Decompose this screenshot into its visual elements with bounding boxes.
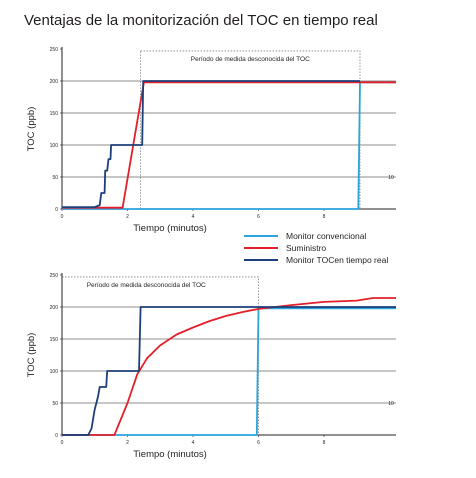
chart-2: Período de medida desconocida del TOC 0 50… xyxy=(26,273,396,460)
legend-swatch-suministro xyxy=(244,247,278,249)
x-tick-label-6: 6 xyxy=(257,440,260,446)
annotation-label: Período de medida desconocida del TOC xyxy=(191,56,310,63)
y-tick-label-100: 100 xyxy=(50,143,59,149)
y-tick-label-50: 50 xyxy=(52,401,58,407)
unknown-period-box xyxy=(140,50,361,210)
y-tick-label-0: 0 xyxy=(55,207,58,213)
x-tick-label-8: 8 xyxy=(323,214,326,220)
right-tick-label: 10 xyxy=(388,175,394,181)
y-tick-label-100: 100 xyxy=(50,369,59,375)
legend: Monitor convencional Suministro Monitor … xyxy=(244,230,388,266)
x-tick-label-0: 0 xyxy=(61,440,64,446)
chart-1: Período de medida desconocida del TOC 0 50… xyxy=(26,47,396,234)
legend-item-monitor-convencional: Monitor convencional xyxy=(244,230,388,242)
x-tick-label-8: 8 xyxy=(323,440,326,446)
page-title: Ventajas de la monitorización del TOC en… xyxy=(24,12,378,29)
x-tick-label-2: 2 xyxy=(126,440,129,446)
y-tick-label-150: 150 xyxy=(50,337,59,343)
y-tick-label-150: 150 xyxy=(50,111,59,117)
y-tick-label-200: 200 xyxy=(50,305,59,311)
legend-label-monitor-toc-tiempo-real: Monitor TOCen tiempo real xyxy=(286,255,389,265)
legend-item-monitor-toc-tiempo-real: Monitor TOCen tiempo real xyxy=(244,254,388,266)
y-axis-label: TOC (ppb) xyxy=(26,333,37,378)
x-tick-label-4: 4 xyxy=(192,214,195,220)
annotation-label: Período de medida desconocida del TOC xyxy=(87,282,206,289)
x-tick-label-4: 4 xyxy=(192,440,195,446)
legend-label-monitor-convencional: Monitor convencional xyxy=(286,231,367,241)
x-tick-label-2: 2 xyxy=(126,214,129,220)
legend-swatch-monitor-toc-tiempo-real xyxy=(244,259,278,261)
y-tick-label-200: 200 xyxy=(50,79,59,85)
series-line-monitor-tocen-tiempo-real xyxy=(62,306,396,436)
series-line-suministro xyxy=(62,297,396,436)
y-tick-label-50: 50 xyxy=(52,175,58,181)
x-tick-label-0: 0 xyxy=(61,214,64,220)
y-tick-label-250: 250 xyxy=(50,273,59,279)
x-tick-label-6: 6 xyxy=(257,214,260,220)
legend-label-suministro: Suministro xyxy=(286,243,327,253)
y-tick-label-0: 0 xyxy=(55,433,58,439)
legend-item-suministro: Suministro xyxy=(244,242,388,254)
x-axis-label: Tiempo (minutos) xyxy=(133,223,207,234)
series-line-monitor-tocen-tiempo-real xyxy=(62,80,360,209)
series-line-monitor-convencional xyxy=(62,307,396,436)
unknown-period-box xyxy=(61,276,259,436)
y-tick-label-250: 250 xyxy=(50,47,59,53)
legend-swatch-monitor-convencional xyxy=(244,235,278,237)
y-axis-label: TOC (ppb) xyxy=(26,107,37,152)
right-tick-label: 10 xyxy=(388,401,394,407)
x-axis-label: Tiempo (minutos) xyxy=(133,449,207,460)
